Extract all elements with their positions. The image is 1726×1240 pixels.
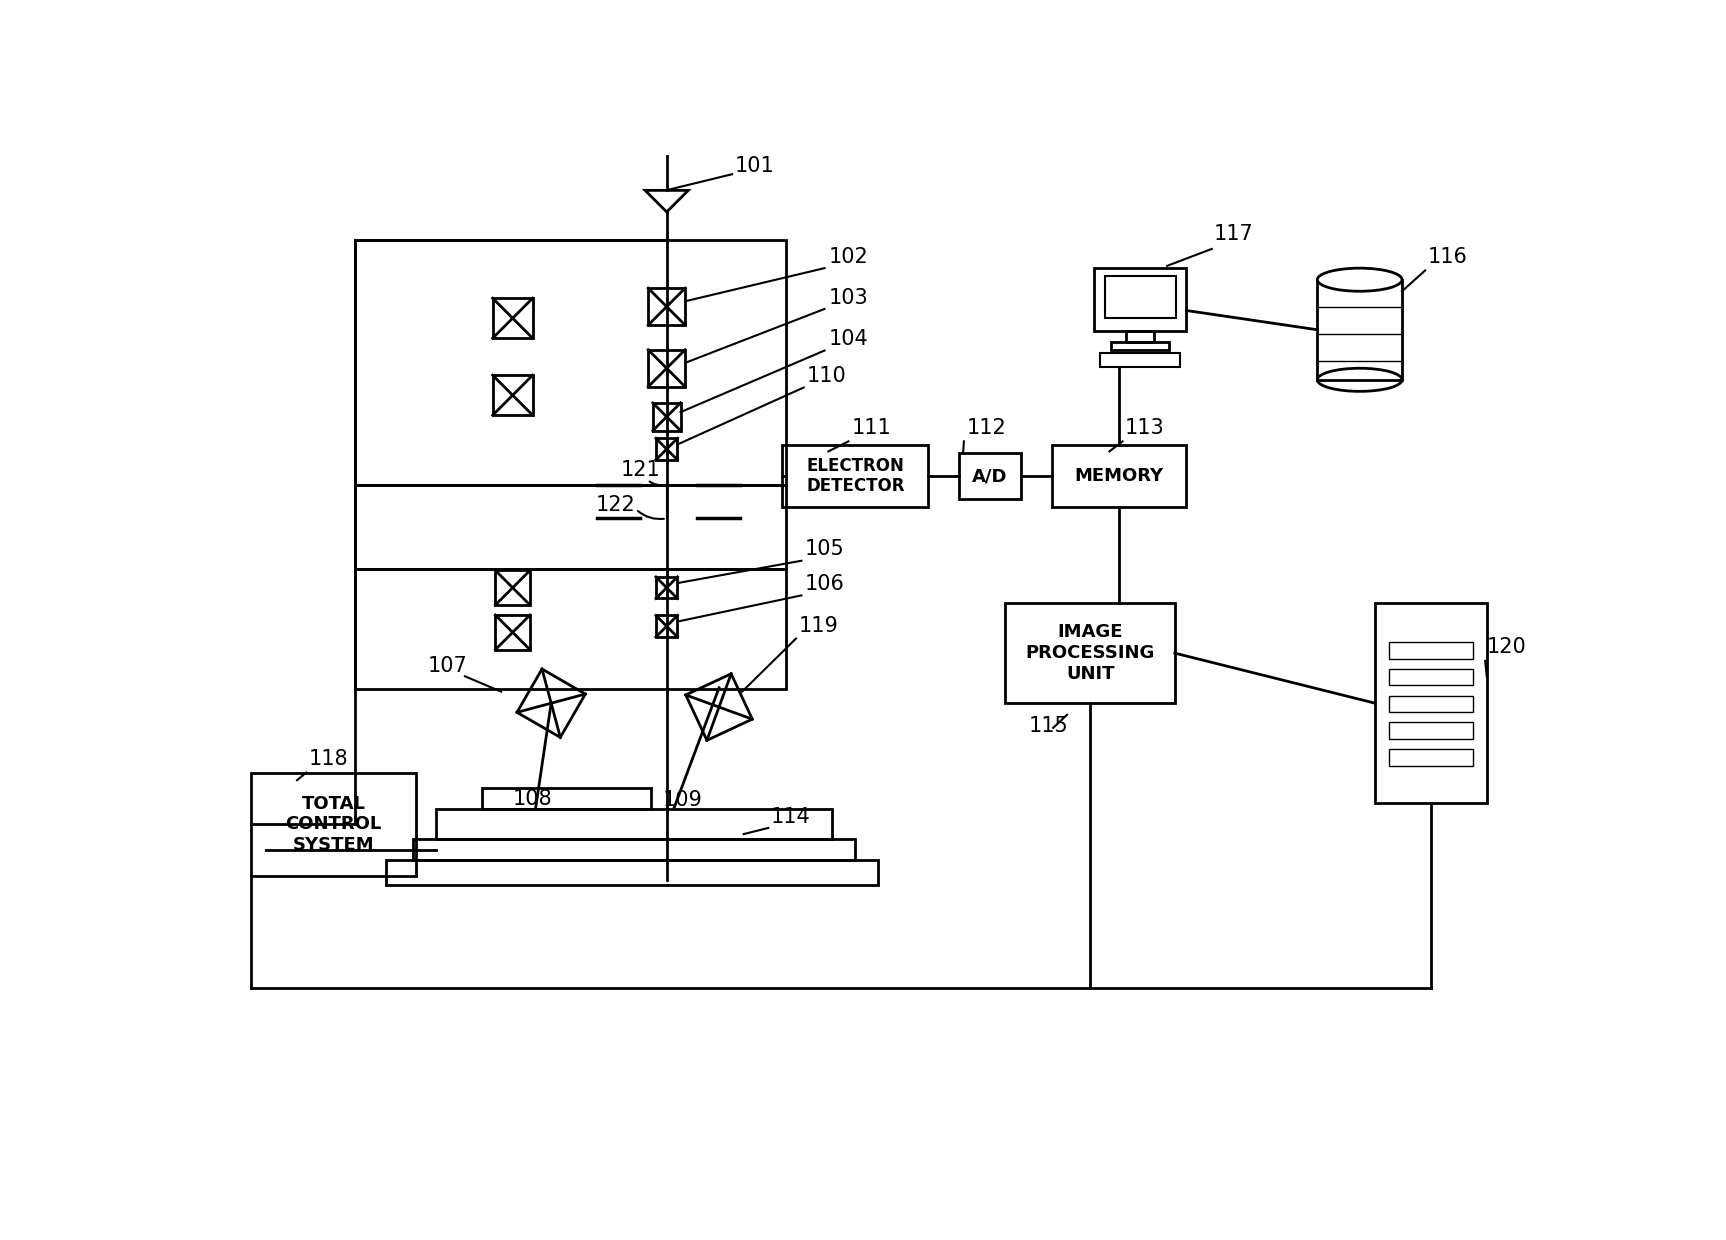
Bar [250,773,416,877]
Bar [1127,331,1155,342]
Bar [435,810,832,838]
Text: A/D: A/D [972,467,1008,485]
Text: IMAGE
PROCESSING
UNIT: IMAGE PROCESSING UNIT [1025,624,1155,683]
Bar [1389,668,1472,686]
Bar [1112,342,1170,350]
Text: 121: 121 [620,460,661,480]
Bar [482,787,651,810]
Bar [960,453,1020,500]
Bar [492,298,533,339]
Text: 119: 119 [799,616,839,636]
Text: MEMORY: MEMORY [1075,467,1163,485]
Bar [649,288,685,325]
Bar [1389,696,1472,713]
Bar [782,445,929,507]
Text: 104: 104 [828,329,868,350]
Bar [492,376,533,415]
Text: 105: 105 [804,539,844,559]
Bar [1051,445,1186,507]
Text: 108: 108 [513,789,552,808]
Bar [1105,275,1175,319]
Bar [656,615,677,637]
Bar [495,570,530,605]
Ellipse shape [1317,268,1402,291]
Text: 115: 115 [1029,717,1068,737]
Bar [1317,280,1402,379]
Text: 122: 122 [595,495,635,515]
Bar [656,577,677,599]
Bar [356,569,785,688]
Text: 113: 113 [1125,418,1165,438]
Bar [1099,353,1181,367]
Text: ELECTRON
DETECTOR: ELECTRON DETECTOR [806,456,904,496]
Text: 111: 111 [851,418,891,438]
Text: 116: 116 [1427,247,1467,267]
Bar [1006,603,1175,703]
Bar [1376,603,1486,804]
Text: 109: 109 [663,790,702,810]
Bar [656,438,677,460]
Text: 117: 117 [1213,223,1253,243]
Bar [413,838,856,861]
Bar [1389,749,1472,766]
Bar [1389,641,1472,658]
Bar [1389,723,1472,739]
Text: 102: 102 [828,247,868,267]
Bar [1094,268,1186,331]
Bar [495,615,530,650]
Text: 101: 101 [735,156,775,176]
Bar [649,350,685,387]
Bar [356,239,785,485]
Text: 110: 110 [806,366,846,386]
Bar [385,861,879,885]
Text: 103: 103 [828,289,868,309]
Text: 107: 107 [428,656,468,676]
Bar [356,485,785,569]
Text: 120: 120 [1486,637,1526,657]
Text: 112: 112 [967,418,1006,438]
Text: TOTAL
CONTROL
SYSTEM: TOTAL CONTROL SYSTEM [285,795,381,854]
Text: 118: 118 [309,749,349,769]
Bar [652,403,680,430]
Text: 106: 106 [804,574,844,594]
Text: 114: 114 [770,806,811,827]
